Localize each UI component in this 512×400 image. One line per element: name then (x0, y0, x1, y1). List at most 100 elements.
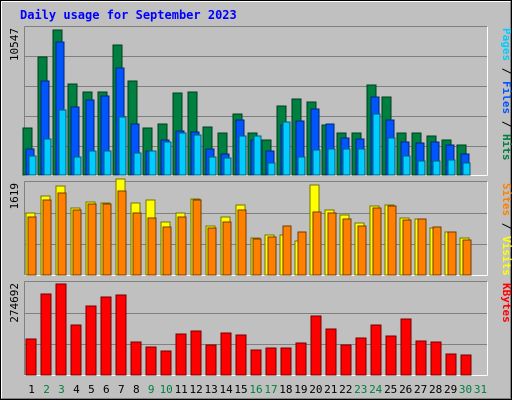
day-label-22: 22 (339, 383, 352, 396)
bar-hits-pages-29 (447, 159, 456, 176)
bar-hits-pages-15 (238, 135, 247, 176)
panel-hits: 10547 Pages / Files / Hits (8, 26, 512, 176)
bar-hits-pages-4 (73, 156, 82, 176)
bar-kbytes-kbytes-9 (145, 346, 157, 376)
legend-entry: / (500, 61, 512, 81)
day-label-4: 4 (73, 383, 80, 396)
bar-visits-sites-26 (402, 219, 412, 276)
bar-kbytes-kbytes-28 (430, 341, 442, 376)
chart-title: Daily usage for September 2023 (20, 8, 237, 22)
day-label-21: 21 (324, 383, 337, 396)
day-label-9: 9 (148, 383, 155, 396)
bar-kbytes-kbytes-1 (25, 338, 37, 376)
bar-visits-sites-19 (297, 231, 307, 276)
bar-hits-pages-26 (402, 155, 411, 176)
bar-visits-sites-16 (252, 238, 262, 276)
bar-visits-sites-5 (87, 203, 97, 276)
bar-kbytes-kbytes-25 (385, 335, 397, 376)
bar-hits-pages-16 (253, 135, 262, 176)
bar-kbytes-kbytes-13 (205, 344, 217, 376)
bar-visits-sites-23 (357, 225, 367, 276)
bar-kbytes-kbytes-27 (415, 340, 427, 376)
day-label-31: 31 (474, 383, 487, 396)
bar-visits-sites-24 (372, 207, 382, 276)
bar-kbytes-kbytes-26 (400, 318, 412, 376)
day-label-1: 1 (28, 383, 35, 396)
bar-kbytes-kbytes-5 (85, 305, 97, 376)
bar-visits-sites-12 (192, 199, 202, 276)
bar-hits-pages-27 (417, 160, 426, 176)
bar-hits-pages-24 (372, 113, 381, 176)
legend-entry: Hits (500, 134, 512, 161)
bar-visits-sites-28 (432, 226, 442, 276)
bar-hits-pages-8 (133, 152, 142, 176)
bar-kbytes-kbytes-2 (40, 293, 52, 376)
bar-visits-sites-2 (42, 199, 52, 276)
bar-kbytes-kbytes-16 (250, 349, 262, 376)
bar-kbytes-kbytes-12 (190, 330, 202, 376)
ymax-label-visits: 1619 (8, 183, 21, 210)
bar-hits-pages-25 (387, 137, 396, 176)
bar-kbytes-kbytes-15 (235, 334, 247, 376)
day-label-2: 2 (43, 383, 50, 396)
bar-kbytes-kbytes-3 (55, 283, 67, 376)
bar-hits-pages-2 (43, 138, 52, 176)
legend-entry: Sites (500, 183, 512, 216)
bar-visits-sites-29 (447, 231, 457, 276)
day-label-25: 25 (384, 383, 397, 396)
bar-visits-sites-21 (327, 212, 337, 276)
day-label-27: 27 (414, 383, 427, 396)
bar-hits-pages-1 (28, 155, 37, 176)
bar-hits-pages-18 (282, 121, 291, 176)
bar-kbytes-kbytes-6 (100, 296, 112, 376)
bar-kbytes-kbytes-8 (130, 341, 142, 376)
bar-hits-pages-17 (267, 162, 276, 176)
bar-hits-pages-9 (148, 150, 157, 176)
bar-visits-sites-10 (162, 226, 172, 276)
day-label-20: 20 (309, 383, 322, 396)
bar-hits-pages-12 (193, 134, 202, 176)
bar-hits-pages-14 (223, 157, 232, 176)
legend-kbytes: KBytes (500, 283, 512, 323)
bar-kbytes-kbytes-7 (115, 294, 127, 376)
bar-visits-sites-8 (132, 212, 142, 276)
day-label-19: 19 (294, 383, 307, 396)
bar-hits-pages-13 (208, 156, 217, 176)
bar-hits-pages-6 (103, 150, 112, 176)
day-label-6: 6 (103, 383, 110, 396)
bar-kbytes-kbytes-14 (220, 332, 232, 376)
bar-visits-sites-30 (462, 239, 472, 276)
panel-visits: 1619 Sites / Visits (8, 178, 512, 276)
panel-kbytes: 274692 KBytes (8, 281, 512, 376)
legend-entry: Files (500, 81, 512, 114)
bar-hits-pages-23 (357, 148, 366, 176)
bar-visits-sites-3 (57, 192, 67, 276)
legend-entry: / (500, 216, 512, 236)
legend-entry: / (500, 114, 512, 134)
day-label-18: 18 (279, 383, 292, 396)
bar-visits-sites-17 (267, 236, 277, 276)
day-label-30: 30 (459, 383, 472, 396)
day-label-5: 5 (88, 383, 95, 396)
bar-hits-pages-19 (297, 156, 306, 176)
day-label-7: 7 (118, 383, 125, 396)
day-label-13: 13 (204, 383, 217, 396)
bar-kbytes-kbytes-29 (445, 353, 457, 376)
bar-visits-sites-13 (207, 227, 217, 276)
bar-visits-sites-4 (72, 209, 82, 276)
legend-visits: Sites / Visits (500, 183, 512, 276)
day-label-28: 28 (429, 383, 442, 396)
bar-visits-sites-25 (387, 205, 397, 276)
day-label-14: 14 (219, 383, 233, 396)
bar-hits-pages-3 (58, 109, 67, 176)
legend-hits: Pages / Files / Hits (500, 28, 512, 161)
bar-visits-sites-11 (177, 216, 187, 276)
bar-kbytes-kbytes-11 (175, 333, 187, 376)
bar-hits-pages-5 (88, 150, 97, 176)
day-label-12: 12 (189, 383, 202, 396)
day-label-11: 11 (175, 383, 188, 396)
day-label-15: 15 (234, 383, 247, 396)
bar-hits-pages-20 (312, 149, 321, 176)
bar-visits-sites-14 (222, 221, 232, 276)
